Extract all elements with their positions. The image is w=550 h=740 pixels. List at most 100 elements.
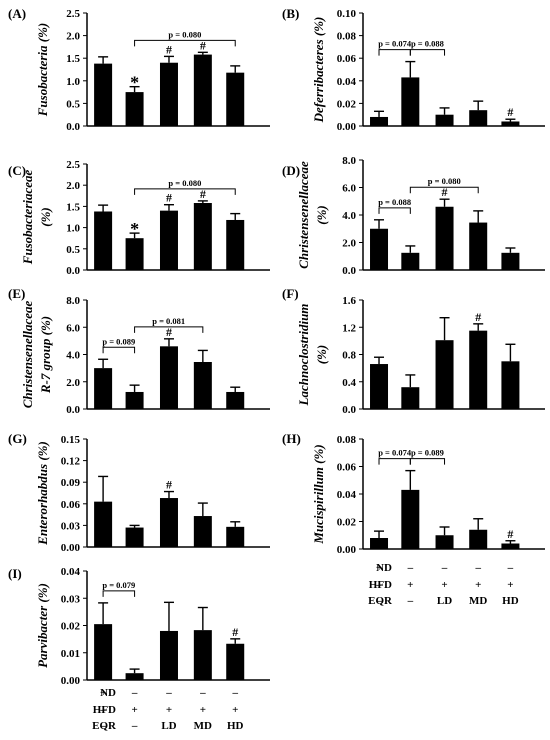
y-tick-label: 4.0 bbox=[342, 210, 356, 222]
y-axis-label: (%) bbox=[38, 207, 53, 227]
bar bbox=[125, 527, 144, 547]
chart-panel-h: (H) 0.00 0.02 0.04 0.06 0.08 Mucispirillum (%)… bbox=[282, 431, 545, 556]
p-value-label: p = 0.074 bbox=[378, 448, 412, 458]
bar bbox=[94, 63, 113, 126]
y-tick-label: 0.06 bbox=[337, 462, 357, 474]
y-axis-label: Fusobacteria (%) bbox=[35, 23, 50, 118]
chart-panel-b: (B) 0.00 0.02 0.04 0.06 0.08 0.10 Deferribacter… bbox=[282, 6, 545, 133]
y-tick-label: 6.0 bbox=[66, 322, 80, 334]
p-value-label: p = 0.080 bbox=[428, 176, 461, 186]
chart-panel-e: (E) 0.0 2.0 4.0 6.0 8.0 Christensenellaceae R-7… bbox=[8, 286, 270, 416]
significance-hash: # bbox=[166, 325, 172, 339]
group-cell: + bbox=[232, 704, 238, 716]
y-tick-label: 0.06 bbox=[61, 499, 81, 511]
y-tick-label: 0.03 bbox=[61, 593, 81, 605]
significance-bracket bbox=[102, 590, 136, 597]
group-cell: – bbox=[165, 687, 172, 699]
y-tick-label: 2.5 bbox=[66, 159, 80, 171]
y-tick-label: 1.5 bbox=[66, 53, 80, 65]
bar bbox=[370, 364, 389, 409]
y-tick-label: 6.0 bbox=[342, 183, 356, 195]
y-tick-label: 4.0 bbox=[66, 350, 80, 362]
y-tick-label: 2.5 bbox=[66, 8, 80, 20]
group-row-label: EQR bbox=[368, 595, 393, 607]
group-cell: + bbox=[200, 704, 206, 716]
y-tick-label: 0.0 bbox=[66, 121, 80, 133]
significance-hash: # bbox=[200, 38, 206, 52]
bar bbox=[159, 630, 178, 680]
p-value-label: p = 0.081 bbox=[152, 316, 185, 326]
group-cell: – bbox=[474, 562, 481, 574]
group-cell: HD bbox=[502, 595, 519, 607]
y-tick-label: 0.00 bbox=[61, 675, 81, 687]
bar bbox=[94, 211, 113, 270]
bar bbox=[94, 624, 113, 680]
y-tick-label: 1.0 bbox=[66, 223, 80, 235]
bar bbox=[125, 92, 144, 126]
y-tick-label: 0.04 bbox=[61, 566, 81, 578]
y-axis-label: Christensenellaceae bbox=[20, 300, 35, 408]
significance-hash: # bbox=[507, 527, 513, 541]
significance-hash: # bbox=[166, 478, 172, 492]
bar bbox=[193, 630, 212, 680]
group-cell: MD bbox=[194, 720, 212, 732]
y-tick-label: 2.0 bbox=[342, 238, 356, 250]
bar bbox=[435, 535, 454, 549]
group-row-label: ND bbox=[376, 562, 392, 574]
bar bbox=[159, 498, 178, 547]
y-tick-label: 1.0 bbox=[66, 76, 80, 88]
chart-panel-i: (I) 0.00 0.01 0.02 0.03 0.04 Parvibacter (%) # p… bbox=[8, 566, 270, 687]
y-tick-label: 0.15 bbox=[61, 434, 81, 446]
y-tick-label: 0.04 bbox=[337, 76, 357, 88]
bar bbox=[501, 361, 520, 409]
y-tick-label: 8.0 bbox=[342, 155, 356, 167]
significance-bracket bbox=[378, 207, 411, 214]
y-tick-label: 0.08 bbox=[337, 31, 357, 43]
y-tick-label: 0.00 bbox=[337, 544, 357, 556]
p-value-label: p = 0.088 bbox=[411, 39, 444, 49]
p-value-label: p = 0.080 bbox=[168, 29, 201, 39]
significance-bracket bbox=[409, 49, 446, 56]
y-axis-label: Deferribacteres (%) bbox=[311, 17, 326, 124]
significance-hash: # bbox=[166, 42, 172, 56]
group-cell: – bbox=[407, 562, 414, 574]
bar bbox=[401, 387, 420, 409]
group-cell: + bbox=[131, 704, 137, 716]
significance-bracket bbox=[378, 49, 411, 56]
y-tick-label: 8.0 bbox=[66, 295, 80, 307]
group-cell: + bbox=[441, 579, 447, 591]
significance-asterisk: * bbox=[130, 219, 139, 239]
bar bbox=[226, 643, 245, 680]
bar bbox=[435, 114, 454, 126]
bar bbox=[159, 62, 178, 126]
group-row-label: ND bbox=[100, 687, 116, 699]
y-axis-label: (%) bbox=[314, 205, 329, 225]
group-cell: – bbox=[375, 595, 382, 607]
p-value-label: p = 0.079 bbox=[102, 580, 135, 590]
significance-bracket bbox=[409, 186, 479, 194]
panel-label: (I) bbox=[8, 566, 22, 581]
significance-hash: # bbox=[442, 185, 448, 199]
y-tick-label: 2.0 bbox=[66, 180, 80, 192]
bar bbox=[226, 526, 245, 547]
y-tick-label: 0.00 bbox=[61, 542, 81, 554]
panel-label: (B) bbox=[282, 6, 299, 21]
y-tick-label: 0.06 bbox=[337, 53, 357, 65]
y-tick-label: 0.12 bbox=[61, 456, 81, 468]
y-tick-label: 0.02 bbox=[337, 517, 357, 529]
y-axis-label: Fusobacteriaceae bbox=[20, 169, 35, 265]
bar bbox=[401, 489, 420, 549]
significance-hash: # bbox=[166, 191, 172, 205]
p-value-label: p = 0.089 bbox=[411, 448, 444, 458]
panel-label: (F) bbox=[282, 286, 299, 301]
group-cell: + bbox=[166, 704, 172, 716]
y-axis-label: Parvibacter (%) bbox=[35, 583, 50, 668]
y-tick-label: 1.2 bbox=[342, 322, 356, 334]
y-tick-label: 0.5 bbox=[66, 98, 80, 110]
y-tick-label: 0.0 bbox=[66, 265, 80, 277]
y-axis-label: Enterorhabdus (%) bbox=[35, 441, 50, 546]
y-tick-label: 0.02 bbox=[61, 621, 81, 633]
group-cell: LD bbox=[161, 720, 176, 732]
group-cell: LD bbox=[437, 595, 452, 607]
